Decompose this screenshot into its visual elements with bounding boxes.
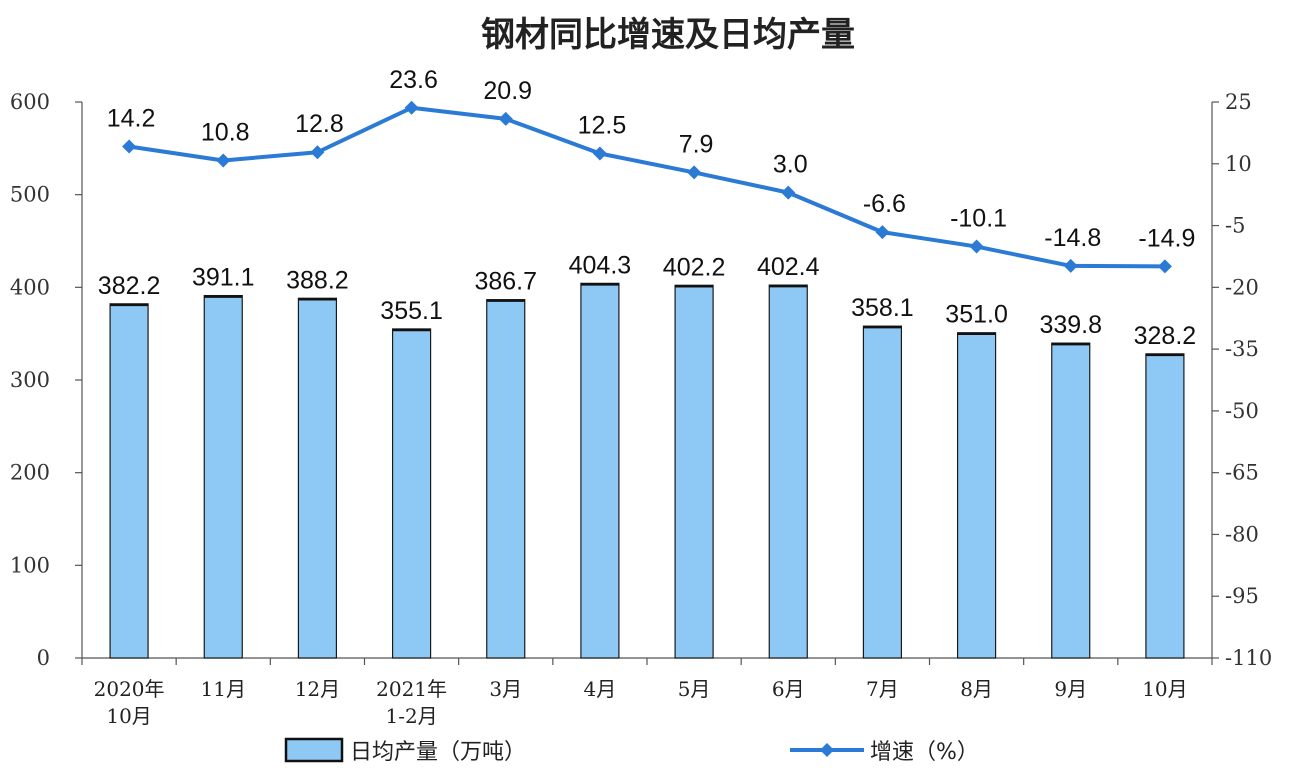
x-tick-label: 1-2月	[385, 704, 437, 728]
x-tick-label: 5月	[678, 677, 711, 701]
line-point	[687, 165, 702, 180]
line-data-label: 20.9	[483, 77, 532, 105]
line-point	[1157, 259, 1172, 274]
line-data-label: -14.8	[1044, 224, 1101, 252]
line-data-label: 23.6	[389, 66, 438, 94]
line-point	[969, 239, 984, 254]
x-tick-label: 4月	[584, 677, 617, 701]
bar	[862, 325, 903, 659]
bar-data-label: 382.2	[98, 272, 161, 300]
bar	[391, 328, 432, 659]
x-tick-label: 2020年	[94, 677, 165, 701]
x-tick-label: 3月	[489, 677, 522, 701]
line-data-label: 10.8	[201, 118, 250, 146]
right-tick-label: -80	[1225, 522, 1259, 546]
legend-line-label: 增速（%）	[870, 740, 979, 765]
bar	[297, 297, 338, 659]
line-series-group	[122, 100, 1172, 274]
line-point	[310, 145, 325, 160]
line-point	[498, 111, 513, 126]
legend-bar-swatch	[284, 737, 344, 763]
bars-group	[109, 282, 1185, 659]
bar-data-label: 391.1	[192, 264, 255, 292]
legend: 日均产量（万吨） 增速（%）	[284, 737, 979, 765]
line-point	[122, 139, 137, 154]
right-tick-label: -5	[1225, 214, 1245, 238]
bar-data-label: 386.7	[474, 268, 537, 296]
x-tick-label: 11月	[201, 677, 246, 701]
bar	[1051, 342, 1091, 659]
bar	[674, 284, 714, 659]
line-data-label: -6.6	[863, 190, 906, 218]
left-tick-label: 300	[10, 368, 50, 392]
legend-line-marker	[820, 743, 834, 757]
line-point	[404, 100, 419, 115]
line-data-label: 7.9	[679, 130, 714, 158]
chart-title: 钢材同比增速及日均产量	[481, 15, 855, 55]
right-tick-label: -95	[1225, 584, 1259, 608]
x-tick-label: 10月	[106, 704, 151, 728]
legend-bar-label: 日均产量（万吨）	[350, 740, 526, 765]
bar	[109, 303, 149, 659]
line-data-label: 3.0	[773, 151, 808, 179]
bar-data-label: 402.2	[663, 253, 726, 281]
bar-data-label: 351.0	[945, 301, 1008, 329]
line-data-label: 12.8	[295, 110, 344, 138]
x-tick-label: 9月	[1054, 677, 1087, 701]
bar	[768, 284, 808, 659]
x-tick-label: 7月	[866, 677, 899, 701]
left-tick-label: 600	[10, 90, 50, 114]
line-point	[1063, 258, 1078, 273]
bar	[956, 332, 997, 659]
left-tick-label: 200	[10, 461, 50, 485]
left-tick-label: 400	[10, 275, 50, 299]
bar	[580, 282, 620, 659]
bar-data-label: 388.2	[286, 266, 349, 294]
axes-group: 0 100 200 300 400 500 600 25 10 -5 -20 -35 -50 -65 -80…	[10, 90, 1272, 728]
line-point	[875, 225, 890, 240]
x-tick-label: 6月	[772, 677, 805, 701]
bar-data-label: 339.8	[1039, 311, 1102, 339]
line-path	[128, 105, 1165, 269]
right-tick-label: -20	[1225, 275, 1259, 299]
line-data-label: 14.2	[107, 104, 156, 132]
line-point	[781, 185, 796, 200]
right-tick-label: -110	[1225, 646, 1272, 670]
right-tick-label: -50	[1225, 399, 1259, 423]
bar-data-label: 404.3	[569, 251, 632, 279]
left-tick-label: 0	[37, 646, 50, 670]
x-tick-label: 10月	[1142, 677, 1187, 701]
right-tick-label: 25	[1225, 90, 1252, 114]
bar-data-label: 328.2	[1134, 322, 1197, 350]
x-tick-label: 2021年	[376, 677, 447, 701]
bar	[486, 299, 526, 659]
x-tick-label: 8月	[960, 677, 993, 701]
x-tick-label: 12月	[295, 677, 340, 701]
bar	[1145, 353, 1185, 659]
right-tick-label: -35	[1225, 337, 1259, 361]
line-data-label: -10.1	[950, 205, 1007, 233]
line-point	[216, 153, 231, 168]
left-tick-label: 500	[10, 183, 50, 207]
line-point	[592, 146, 607, 161]
line-data-label: -14.9	[1138, 224, 1195, 252]
line-data-label: 12.5	[578, 111, 627, 139]
bar-data-label: 402.4	[757, 253, 820, 281]
bar-data-label: 355.1	[380, 297, 443, 325]
right-tick-label: -65	[1225, 461, 1259, 485]
left-tick-label: 100	[10, 553, 50, 577]
bar-data-label: 358.1	[851, 294, 914, 322]
bar	[203, 294, 243, 659]
right-tick-label: 10	[1225, 152, 1252, 176]
data-labels-group: 382.2 391.1 388.2 355.1 386.7 404.3 402.2 402.4…	[98, 66, 1196, 350]
